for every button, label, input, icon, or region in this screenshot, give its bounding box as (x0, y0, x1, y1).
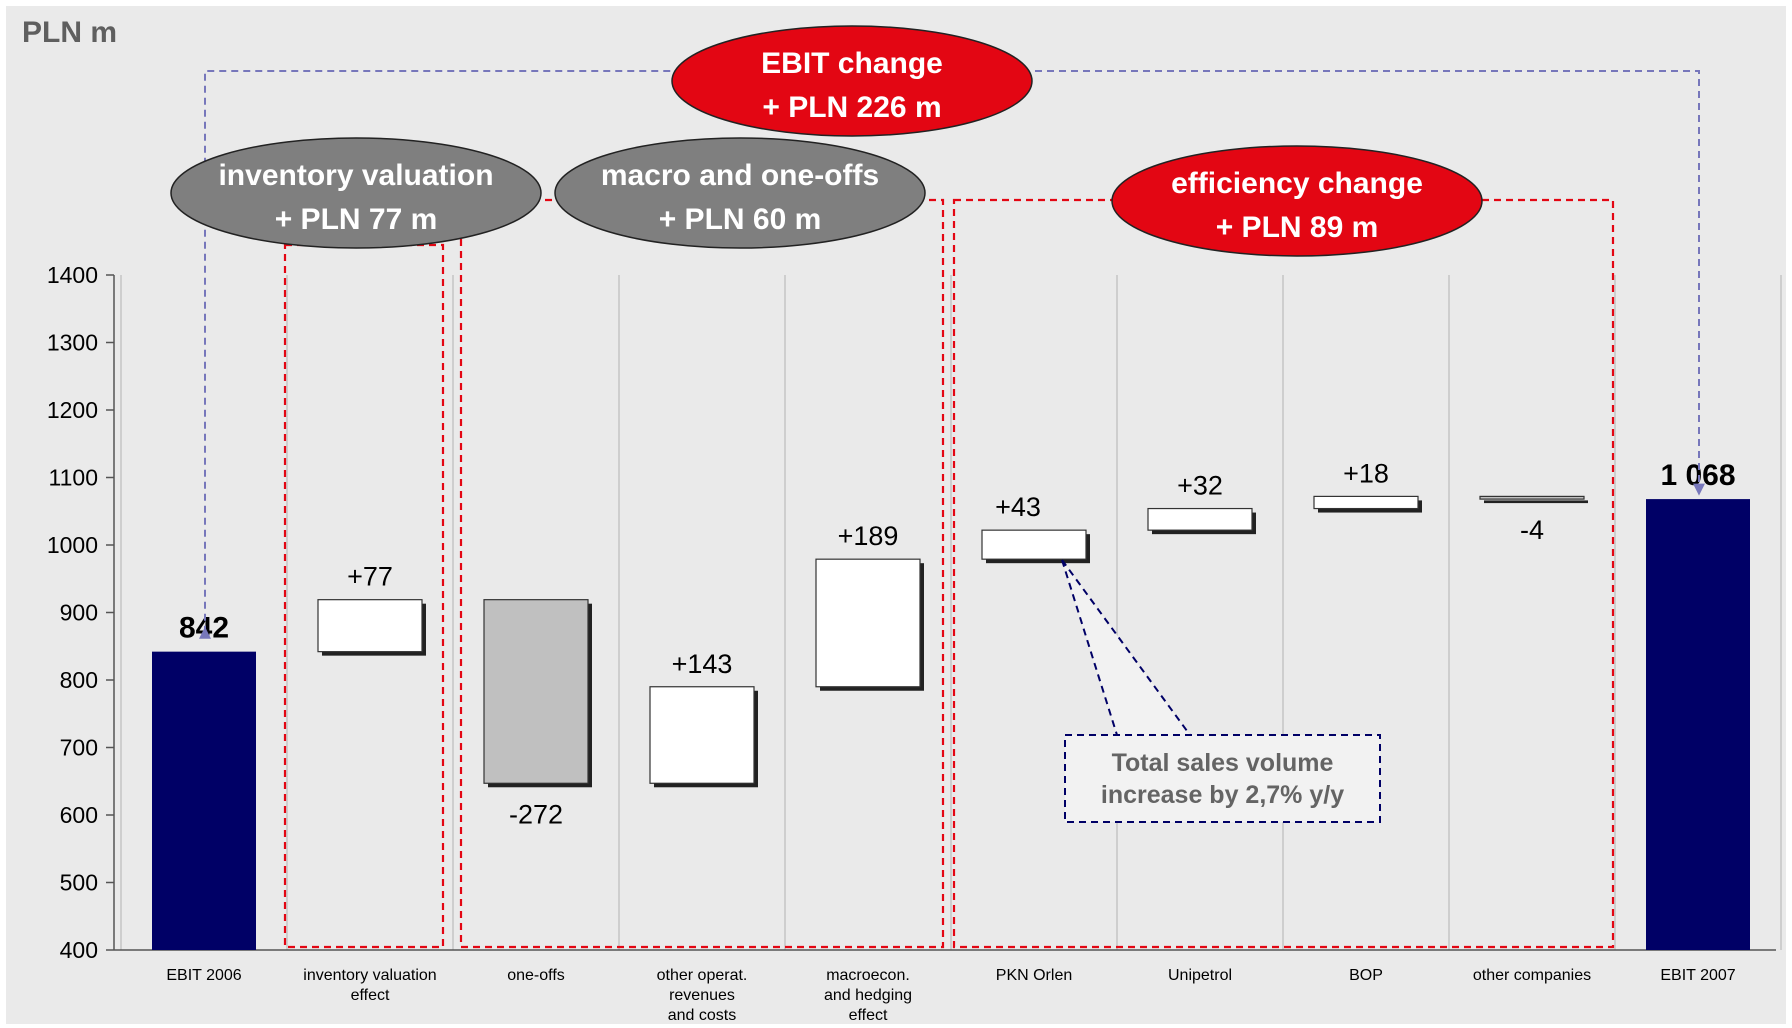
group-ellipse-ebit_change: EBIT change + PLN 226 m (671, 25, 1033, 137)
x-category-label: and hedging (824, 987, 912, 1004)
y-tick-label: 1400 (47, 262, 98, 288)
ellipse-shape (554, 137, 926, 249)
x-category-label: PKN Orlen (996, 967, 1072, 984)
delta-value-label: -272 (509, 799, 563, 829)
y-tick-label: 1100 (49, 465, 98, 491)
ellipse-title: macro and one-offs (601, 159, 879, 192)
grid-layer (120, 275, 1782, 950)
y-tick-label: 400 (60, 937, 98, 963)
y-tick-label: 600 (60, 802, 98, 828)
decrease-bar (1479, 495, 1585, 500)
callout-box (1064, 734, 1381, 823)
ellipse-value: + PLN 60 m (659, 203, 822, 236)
bar-layer (152, 495, 1750, 950)
delta-value-label: -4 (1520, 515, 1544, 545)
bar-shadow (1484, 500, 1588, 504)
x-category-label: Unipetrol (1168, 967, 1232, 984)
label-layer: 842+77-272+143+189+43+32 +18-41 068 (179, 458, 1736, 829)
sales-volume-callout: Total sales volume increase by 2,7% y/y (1065, 735, 1380, 822)
arrow-to-ebit-2007 (1035, 70, 1705, 496)
x-category-label: other operat. (657, 967, 748, 984)
ellipse-title: efficiency change (1171, 167, 1423, 200)
y-tick-label: 1000 (47, 532, 98, 558)
x-category-label: effect (351, 987, 390, 1004)
total-bar (152, 651, 256, 950)
ellipse-value: + PLN 226 m (762, 91, 941, 124)
y-tick-label: 1300 (47, 330, 98, 356)
x-category-label: revenues (669, 987, 735, 1004)
ellipse-shape (671, 25, 1033, 137)
ellipse-value: + PLN 77 m (275, 203, 438, 236)
increase-bar (649, 686, 755, 784)
x-category-label: other companies (1473, 967, 1591, 984)
increase-bar (1313, 495, 1419, 510)
ellipse-shape (170, 137, 542, 249)
group-ellipse-macro: macro and one-offs + PLN 60 m (554, 137, 926, 249)
y-tick-label: 900 (60, 600, 98, 626)
callout-pointer (1061, 559, 1191, 736)
callout-layer (1061, 559, 1381, 823)
callout-line-2: increase by 2,7% y/y (1100, 781, 1345, 809)
x-category-label: and costs (668, 1007, 736, 1024)
group-ellipse-inventory: inventory valuation + PLN 77 m (170, 137, 542, 249)
x-category-label: macroecon. (826, 967, 910, 984)
ellipse-title: EBIT change (761, 47, 943, 80)
delta-value-label: +77 (347, 562, 393, 592)
x-category-label: one-offs (507, 967, 565, 984)
unit-label: PLN m (22, 16, 118, 49)
x-category-label: EBIT 2007 (1660, 967, 1735, 984)
callout-line-1: Total sales volume (1111, 749, 1334, 777)
delta-value-label: +189 (838, 521, 899, 551)
group-ellipse-efficiency: efficiency change + PLN 89 m (1111, 145, 1483, 257)
x-category-label: EBIT 2006 (166, 967, 241, 984)
decrease-bar (483, 599, 589, 784)
ellipse-value: + PLN 89 m (1216, 211, 1379, 244)
ellipse-layer: EBIT change + PLN 226 m inventory valuatio… (170, 25, 1483, 257)
x-category-label: inventory valuation (303, 967, 436, 984)
axis-layer: 400 500 600 700 800 900 1000 1100 1200 1300 1400 EB… (47, 262, 1776, 1024)
increase-bar (317, 599, 423, 653)
increase-bar (1147, 507, 1253, 531)
delta-value-label: +18 (1343, 458, 1389, 488)
delta-value-label: +32 (1177, 471, 1223, 501)
increase-bar (815, 558, 921, 688)
x-category-label: BOP (1349, 967, 1383, 984)
y-tick-label: 1200 (47, 397, 98, 423)
y-tick-label: 700 (60, 735, 98, 761)
delta-value-label: +143 (672, 649, 733, 679)
y-tick-label: 800 (60, 667, 98, 693)
ellipse-shape (1111, 145, 1483, 257)
ellipse-title: inventory valuation (218, 159, 493, 192)
arrow-layer (199, 70, 1705, 639)
increase-bar (981, 529, 1087, 560)
total-bar (1646, 499, 1750, 950)
y-tick-label: 500 (60, 870, 98, 896)
delta-value-label: +43 (995, 492, 1041, 522)
x-category-label: effect (849, 1007, 888, 1024)
